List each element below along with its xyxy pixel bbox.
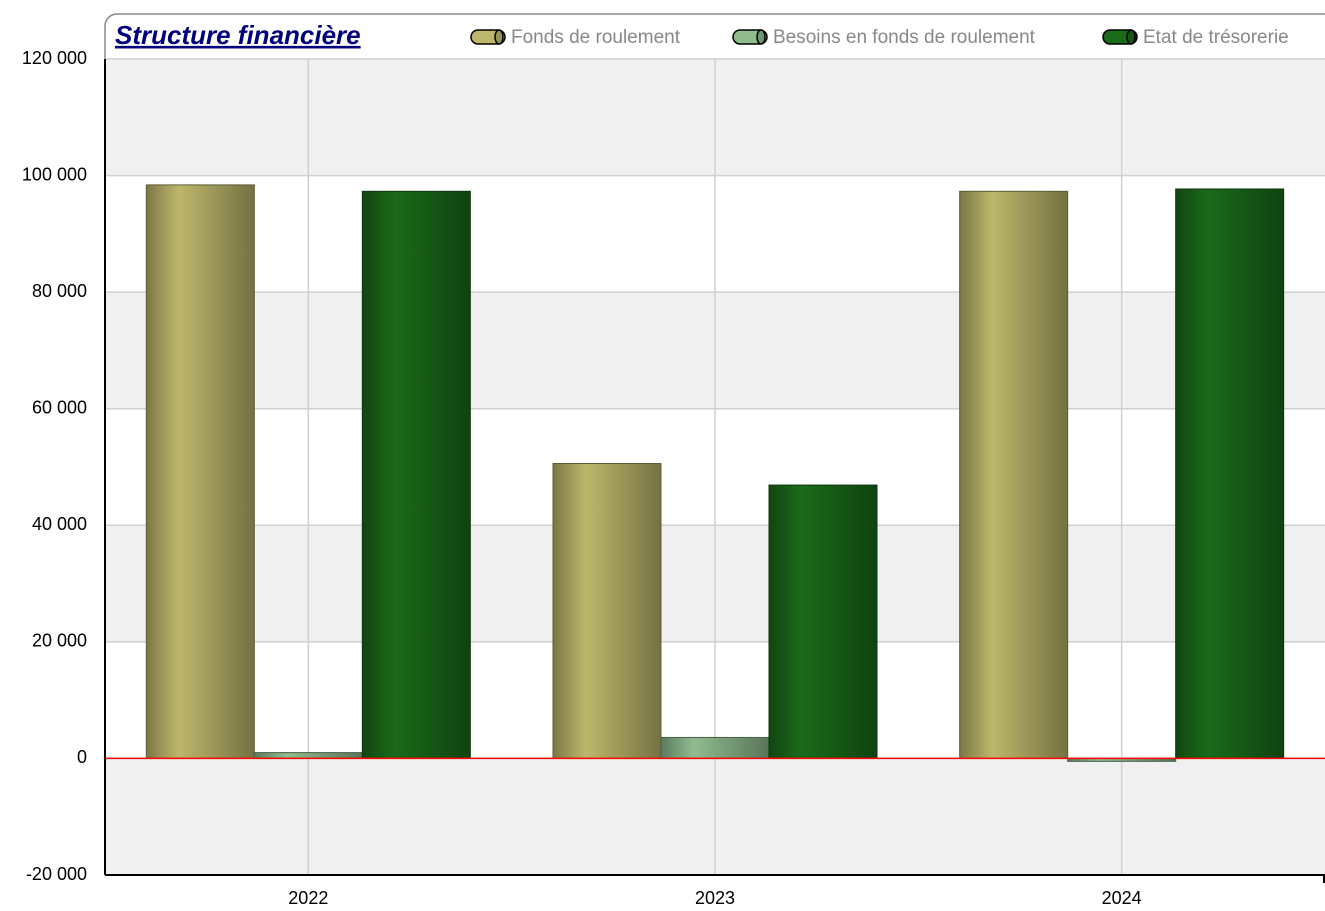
bar xyxy=(959,190,1069,759)
y-tick-label: 100 000 xyxy=(22,164,87,184)
legend-label: Fonds de roulement xyxy=(511,27,681,48)
bar xyxy=(768,484,878,759)
x-tick-label: 2023 xyxy=(695,888,735,908)
legend-swatch-cap xyxy=(1126,29,1136,45)
y-tick-label: 0 xyxy=(77,747,87,767)
legend-swatch-cap xyxy=(756,29,766,45)
bar xyxy=(1175,188,1285,759)
bar xyxy=(145,184,255,759)
legend-label: Besoins en fonds de roulement xyxy=(773,27,1036,48)
bar xyxy=(660,736,770,759)
y-tick-label: 60 000 xyxy=(32,397,87,417)
legend-label: Etat de trésorerie xyxy=(1143,27,1289,48)
bar xyxy=(552,463,662,759)
bar xyxy=(253,752,363,759)
y-tick-label: 80 000 xyxy=(32,281,87,301)
legend-swatch-cap xyxy=(494,29,504,45)
bar xyxy=(361,190,471,759)
y-tick-label: 40 000 xyxy=(32,514,87,534)
y-tick-label: -20 000 xyxy=(26,864,87,884)
y-tick-label: 120 000 xyxy=(22,48,87,68)
x-tick-label: 2024 xyxy=(1102,888,1142,908)
y-tick-label: 20 000 xyxy=(32,631,87,651)
x-tick-label: 2022 xyxy=(288,888,328,908)
chart-title: Structure financière xyxy=(115,20,361,50)
